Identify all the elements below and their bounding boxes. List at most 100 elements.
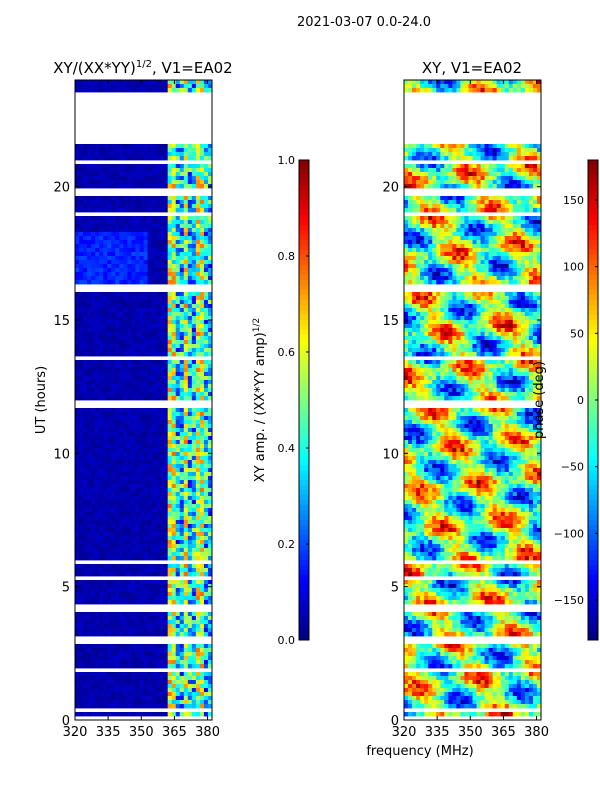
amplitude-cell bbox=[187, 368, 193, 373]
amplitude-cell bbox=[127, 372, 132, 377]
amplitude-cell bbox=[135, 460, 140, 465]
amplitude-cell bbox=[123, 316, 128, 321]
amplitude-cell bbox=[139, 360, 144, 365]
amplitude-cell bbox=[99, 220, 104, 225]
amplitude-cell bbox=[151, 340, 156, 345]
amplitude-cell bbox=[151, 492, 156, 497]
phase-cell bbox=[428, 144, 433, 149]
amplitude-cell bbox=[187, 680, 193, 685]
amplitude-cell bbox=[131, 612, 136, 617]
phase-cell bbox=[468, 88, 473, 93]
amplitude-cell bbox=[131, 536, 136, 541]
amplitude-cell bbox=[167, 508, 173, 513]
amplitude-cell bbox=[143, 700, 148, 705]
amplitude-cell bbox=[119, 516, 124, 521]
amplitude-cell bbox=[171, 208, 177, 213]
amplitude-cell bbox=[171, 84, 177, 89]
amplitude-cell bbox=[191, 568, 197, 573]
amplitude-cell bbox=[139, 292, 144, 297]
amplitude-cell bbox=[155, 176, 161, 181]
amplitude-cell bbox=[131, 312, 136, 317]
amplitude-cell bbox=[135, 184, 140, 189]
amplitude-cell bbox=[191, 688, 197, 693]
amplitude-cell bbox=[95, 240, 100, 245]
amplitude-cell bbox=[111, 436, 116, 441]
amplitude-cell bbox=[195, 260, 201, 265]
amplitude-cell bbox=[83, 652, 88, 657]
amplitude-cell bbox=[179, 504, 185, 509]
amplitude-cell bbox=[95, 660, 100, 665]
phase-cell bbox=[432, 148, 437, 153]
amplitude-cell bbox=[147, 600, 152, 605]
amplitude-cell bbox=[107, 172, 112, 177]
amplitude-cell bbox=[75, 536, 80, 541]
amplitude-cell bbox=[195, 308, 201, 313]
amplitude-cell bbox=[151, 272, 156, 277]
amplitude-cell bbox=[175, 464, 181, 469]
amplitude-cell bbox=[199, 208, 205, 213]
amplitude-cell bbox=[107, 664, 112, 669]
amplitude-cell bbox=[163, 500, 169, 505]
amplitude-cell bbox=[147, 476, 152, 481]
amplitude-cell bbox=[147, 148, 152, 153]
amplitude-cell bbox=[91, 244, 96, 249]
phase-cell bbox=[524, 180, 530, 185]
amplitude-cell bbox=[159, 364, 165, 369]
amplitude-cell bbox=[155, 180, 161, 185]
amplitude-cell bbox=[87, 376, 92, 381]
amplitude-cell bbox=[91, 496, 96, 501]
amplitude-cell bbox=[115, 548, 120, 553]
amplitude-cell bbox=[127, 408, 132, 413]
amplitude-cell bbox=[135, 196, 140, 201]
amplitude-cell bbox=[155, 572, 161, 577]
amplitude-cell bbox=[79, 416, 84, 421]
amplitude-cell bbox=[163, 468, 169, 473]
phase-cell bbox=[432, 172, 437, 177]
amplitude-cell bbox=[79, 632, 84, 637]
amplitude-cell bbox=[151, 408, 156, 413]
amplitude-cell bbox=[207, 660, 213, 665]
amplitude-cell bbox=[103, 320, 108, 325]
amplitude-cell bbox=[147, 592, 152, 597]
amplitude-cell bbox=[135, 168, 140, 173]
amplitude-cell bbox=[95, 316, 100, 321]
amplitude-cell bbox=[191, 600, 197, 605]
amplitude-cell bbox=[127, 508, 132, 513]
amplitude-cell bbox=[195, 388, 201, 393]
amplitude-cell bbox=[199, 600, 205, 605]
amplitude-cell bbox=[175, 556, 181, 561]
amplitude-cell bbox=[91, 280, 96, 285]
amplitude-cell bbox=[123, 508, 128, 513]
amplitude-cell bbox=[159, 372, 165, 377]
colorbar-segment bbox=[299, 375, 309, 381]
amplitude-cell bbox=[111, 532, 116, 537]
amplitude-cell bbox=[119, 592, 124, 597]
phase-cell bbox=[424, 152, 429, 157]
amplitude-cell bbox=[147, 304, 152, 309]
amplitude-cell bbox=[199, 524, 205, 529]
phase-cell bbox=[492, 84, 498, 89]
amplitude-cell bbox=[199, 168, 205, 173]
amplitude-cell bbox=[119, 540, 124, 545]
amplitude-cell bbox=[195, 436, 201, 441]
amplitude-cell bbox=[195, 360, 201, 365]
amplitude-cell bbox=[179, 412, 185, 417]
amplitude-cell bbox=[135, 224, 140, 229]
amplitude-cell bbox=[195, 220, 201, 225]
amplitude-cell bbox=[115, 532, 120, 537]
amplitude-cell bbox=[175, 220, 181, 225]
amplitude-cell bbox=[199, 688, 205, 693]
amplitude-cell bbox=[79, 172, 84, 177]
amplitude-cell bbox=[135, 364, 140, 369]
amplitude-cell bbox=[127, 316, 132, 321]
amplitude-cell bbox=[79, 428, 84, 433]
phase-cell bbox=[456, 80, 461, 85]
amplitude-cell bbox=[103, 304, 108, 309]
amplitude-cell bbox=[171, 384, 177, 389]
amplitude-cell bbox=[139, 464, 144, 469]
amplitude-cell bbox=[195, 456, 201, 461]
amplitude-cell bbox=[107, 588, 112, 593]
amplitude-cell bbox=[75, 232, 80, 237]
amplitude-cell bbox=[83, 168, 88, 173]
amplitude-cell bbox=[195, 536, 201, 541]
